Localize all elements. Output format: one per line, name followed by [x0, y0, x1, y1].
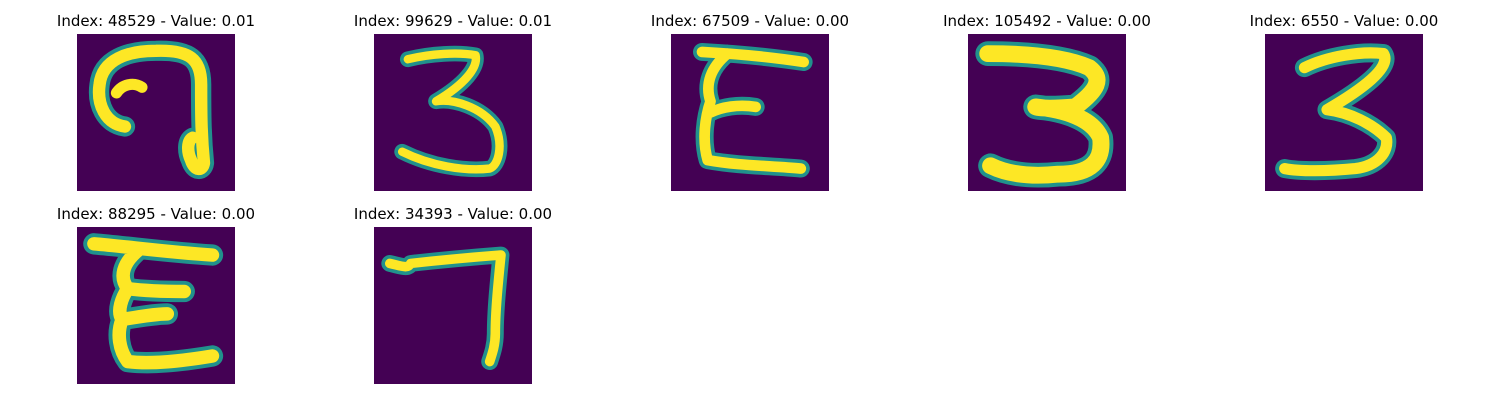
digit-image [77, 34, 235, 191]
panel-title: Index: 105492 - Value: 0.00 [943, 12, 1151, 30]
panel-title: Index: 6550 - Value: 0.00 [1249, 12, 1439, 30]
panel-title: Index: 34393 - Value: 0.00 [353, 205, 553, 223]
panel-title: Index: 48529 - Value: 0.01 [56, 12, 256, 30]
panel-title: Index: 99629 - Value: 0.01 [353, 12, 553, 30]
sample-panel-0: Index: 48529 - Value: 0.01 [26, 11, 286, 196]
digit-image [1265, 34, 1423, 191]
sample-panel-3: Index: 105492 - Value: 0.00 [917, 11, 1177, 196]
panel-title: Index: 67509 - Value: 0.00 [650, 12, 850, 30]
panel-title: Index: 88295 - Value: 0.00 [56, 205, 256, 223]
digit-image [671, 34, 829, 191]
sample-panel-6: Index: 34393 - Value: 0.00 [323, 204, 583, 389]
sample-panel-2: Index: 67509 - Value: 0.00 [620, 11, 880, 196]
digit-image [374, 34, 532, 191]
sample-panel-1: Index: 99629 - Value: 0.01 [323, 11, 583, 196]
sample-panel-4: Index: 6550 - Value: 0.00 [1214, 11, 1474, 196]
digit-image [374, 227, 532, 384]
digit-image [968, 34, 1126, 191]
sample-panel-5: Index: 88295 - Value: 0.00 [26, 204, 286, 389]
digit-image [77, 227, 235, 384]
